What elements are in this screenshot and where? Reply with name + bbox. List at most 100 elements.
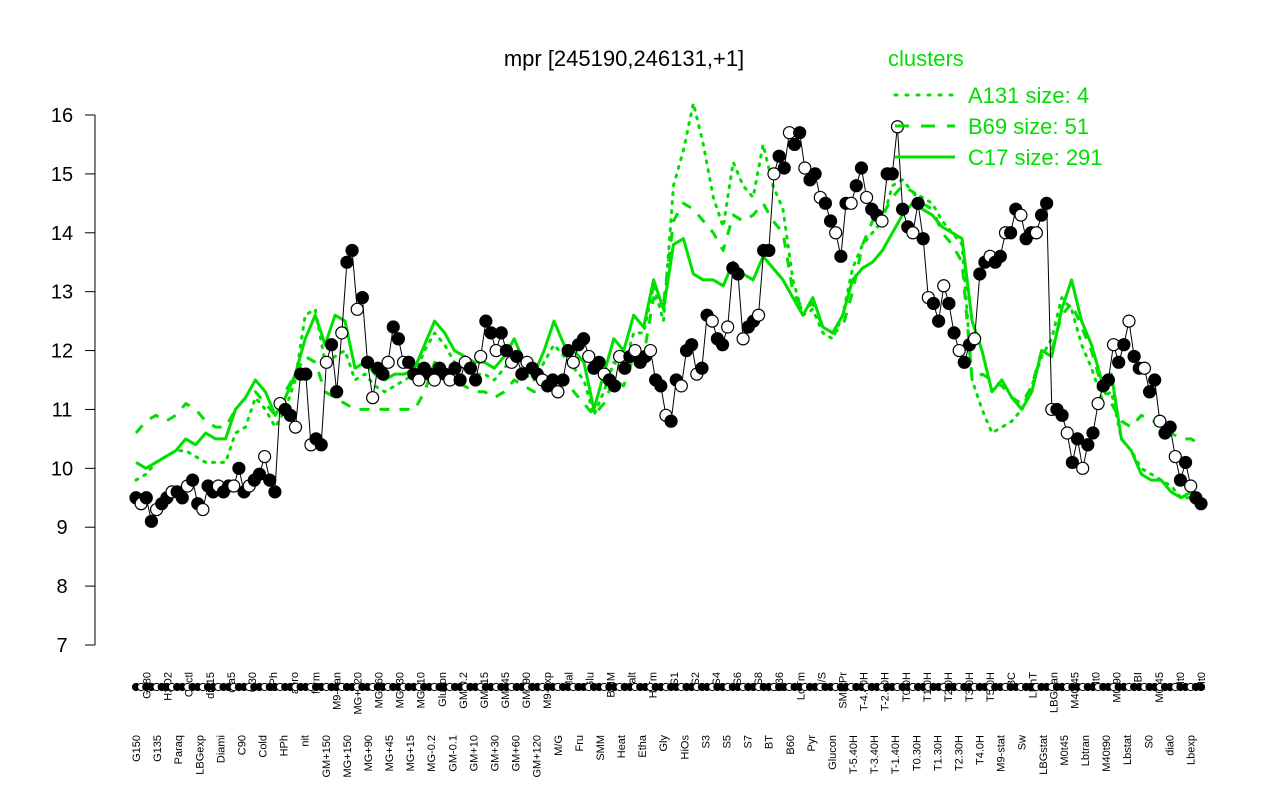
data-point xyxy=(1101,373,1115,387)
data-point xyxy=(1112,355,1126,369)
rug-mark xyxy=(1196,682,1206,692)
x-tick-label: LBGtran xyxy=(1048,672,1060,713)
data-point xyxy=(340,255,354,269)
x-tick-label: GM+30 xyxy=(490,735,502,771)
data-point xyxy=(916,232,930,246)
x-tick-label: LBGexp xyxy=(194,735,206,775)
x-tick-label: MG+45 xyxy=(384,735,396,771)
data-point xyxy=(695,361,709,375)
data-point xyxy=(875,214,889,228)
data-point xyxy=(1065,455,1079,470)
data-point xyxy=(829,226,843,240)
data-point xyxy=(926,296,941,311)
data-point xyxy=(1060,426,1074,440)
legend-title: clusters xyxy=(888,46,964,71)
data-point xyxy=(510,349,524,364)
y-tick-label: 7 xyxy=(56,635,67,657)
data-point xyxy=(1086,426,1100,440)
chart-title: mpr [245190,246131,+1] xyxy=(504,46,744,71)
data-point xyxy=(906,226,920,240)
x-tick-label: Paraq xyxy=(173,735,185,764)
data-point xyxy=(664,414,678,428)
data-point xyxy=(823,214,838,228)
data-point xyxy=(844,196,858,210)
x-tick-label: S0 xyxy=(1143,735,1155,748)
x-tick-label: T-2.40H xyxy=(880,672,892,711)
x-tick-label: Heat xyxy=(616,735,628,758)
data-point xyxy=(515,367,529,381)
data-point xyxy=(319,355,333,369)
data-point xyxy=(1034,208,1049,222)
x-tick-label: MG+150 xyxy=(342,735,354,778)
data-point xyxy=(391,332,405,346)
data-point xyxy=(1014,208,1028,222)
data-point xyxy=(360,355,375,369)
data-point xyxy=(885,167,899,181)
data-point xyxy=(751,308,766,322)
x-tick-label: T-1.40H xyxy=(890,735,902,774)
data-point xyxy=(895,202,910,216)
data-point xyxy=(592,355,606,369)
data-point xyxy=(957,355,971,369)
data-point xyxy=(1122,314,1136,328)
data-point xyxy=(139,491,153,505)
x-tick-label: GM+150 xyxy=(321,735,333,778)
data-point xyxy=(736,332,750,346)
x-tick-label: S1 xyxy=(669,672,681,685)
data-point xyxy=(787,137,802,152)
data-point xyxy=(314,438,328,452)
x-tick-label: MG+120 xyxy=(352,672,364,715)
data-point xyxy=(654,379,668,393)
x-tick-label: S3 xyxy=(700,735,712,748)
data-point xyxy=(932,314,946,328)
data-point xyxy=(175,491,189,505)
data-point xyxy=(453,373,467,387)
data-point xyxy=(366,391,380,405)
data-point xyxy=(474,349,488,364)
x-tick-label: M0t45 xyxy=(1059,735,1071,766)
data-point xyxy=(968,332,982,346)
x-tick-label: S4 xyxy=(711,672,723,685)
data-point xyxy=(402,355,416,369)
data-point xyxy=(427,373,442,387)
data-point xyxy=(1184,479,1198,493)
data-point xyxy=(937,279,951,293)
data-point xyxy=(798,161,812,175)
data-point xyxy=(376,367,390,381)
data-point xyxy=(386,320,400,334)
data-point xyxy=(448,361,462,375)
data-point xyxy=(952,343,966,358)
data-point xyxy=(1142,385,1157,399)
data-point xyxy=(227,479,241,493)
y-tick-label: 8 xyxy=(56,576,67,598)
legend-label: C17 size: 291 xyxy=(968,145,1103,170)
data-point xyxy=(854,161,869,175)
data-point xyxy=(196,502,210,517)
data-point xyxy=(808,167,822,181)
x-tick-label: G150 xyxy=(131,735,143,762)
data-point xyxy=(767,167,781,181)
data-point xyxy=(345,243,359,258)
data-point xyxy=(1137,361,1152,375)
data-point xyxy=(911,196,925,210)
y-tick-label: 13 xyxy=(51,282,73,304)
data-point xyxy=(643,343,658,358)
x-tick-label: C90 xyxy=(236,735,248,755)
series-line xyxy=(134,101,1203,500)
data-point xyxy=(479,314,493,328)
y-tick-label: 15 xyxy=(51,164,73,186)
y-tick-label: 12 xyxy=(51,341,73,363)
data-point xyxy=(577,332,591,346)
y-tick-label: 9 xyxy=(56,517,67,539)
x-tick-label: S7 xyxy=(743,735,755,748)
data-point xyxy=(793,126,807,140)
x-tick-label: M40t90 xyxy=(1101,735,1113,772)
data-point xyxy=(232,461,246,475)
x-tick-label: T-4.40H xyxy=(859,672,871,711)
data-point xyxy=(721,320,735,334)
x-tick-label: T0.30H xyxy=(911,735,923,771)
data-point xyxy=(818,196,833,210)
data-point xyxy=(1091,396,1105,411)
x-tick-label: SMM xyxy=(595,735,607,761)
